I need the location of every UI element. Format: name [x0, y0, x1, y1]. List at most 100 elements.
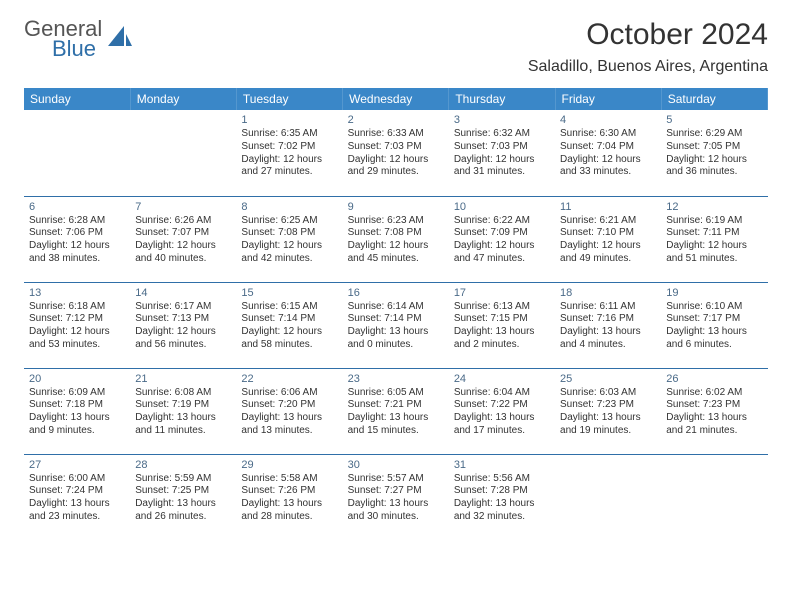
- sunrise-line: Sunrise: 6:23 AM: [348, 215, 444, 228]
- daylight-line: Daylight: 13 hours and 28 minutes.: [241, 498, 337, 524]
- day-number: 19: [666, 286, 762, 300]
- day-number: 3: [454, 113, 550, 127]
- sunset-line: Sunset: 7:24 PM: [29, 485, 125, 498]
- day-number: 20: [29, 372, 125, 386]
- calendar-cell: 12Sunrise: 6:19 AMSunset: 7:11 PMDayligh…: [661, 196, 767, 282]
- sunrise-line: Sunrise: 6:32 AM: [454, 128, 550, 141]
- day-number: 27: [29, 458, 125, 472]
- sunrise-line: Sunrise: 5:59 AM: [135, 473, 231, 486]
- calendar-cell: 24Sunrise: 6:04 AMSunset: 7:22 PMDayligh…: [449, 368, 555, 454]
- daylight-line: Daylight: 13 hours and 11 minutes.: [135, 412, 231, 438]
- calendar-row: 20Sunrise: 6:09 AMSunset: 7:18 PMDayligh…: [24, 368, 768, 454]
- calendar-cell: 18Sunrise: 6:11 AMSunset: 7:16 PMDayligh…: [555, 282, 661, 368]
- calendar-cell: 6Sunrise: 6:28 AMSunset: 7:06 PMDaylight…: [24, 196, 130, 282]
- sunset-line: Sunset: 7:09 PM: [454, 227, 550, 240]
- sunset-line: Sunset: 7:17 PM: [666, 313, 762, 326]
- sunrise-line: Sunrise: 6:21 AM: [560, 215, 656, 228]
- sunrise-line: Sunrise: 6:08 AM: [135, 387, 231, 400]
- day-number: 21: [135, 372, 231, 386]
- sunrise-line: Sunrise: 6:06 AM: [241, 387, 337, 400]
- daylight-line: Daylight: 13 hours and 15 minutes.: [348, 412, 444, 438]
- day-number: 23: [348, 372, 444, 386]
- sunrise-line: Sunrise: 6:13 AM: [454, 301, 550, 314]
- calendar-cell: 4Sunrise: 6:30 AMSunset: 7:04 PMDaylight…: [555, 110, 661, 196]
- sunset-line: Sunset: 7:27 PM: [348, 485, 444, 498]
- sunrise-line: Sunrise: 6:05 AM: [348, 387, 444, 400]
- calendar-cell-empty: [661, 454, 767, 540]
- sunrise-line: Sunrise: 6:18 AM: [29, 301, 125, 314]
- daylight-line: Daylight: 13 hours and 17 minutes.: [454, 412, 550, 438]
- calendar-cell: 3Sunrise: 6:32 AMSunset: 7:03 PMDaylight…: [449, 110, 555, 196]
- sunset-line: Sunset: 7:21 PM: [348, 399, 444, 412]
- day-number: 16: [348, 286, 444, 300]
- sunrise-line: Sunrise: 6:29 AM: [666, 128, 762, 141]
- day-number: 6: [29, 200, 125, 214]
- day-number: 13: [29, 286, 125, 300]
- day-number: 30: [348, 458, 444, 472]
- sunrise-line: Sunrise: 6:17 AM: [135, 301, 231, 314]
- sunset-line: Sunset: 7:22 PM: [454, 399, 550, 412]
- sunrise-line: Sunrise: 6:26 AM: [135, 215, 231, 228]
- location-subtitle: Saladillo, Buenos Aires, Argentina: [528, 58, 768, 76]
- day-number: 10: [454, 200, 550, 214]
- sunrise-line: Sunrise: 6:33 AM: [348, 128, 444, 141]
- sunset-line: Sunset: 7:08 PM: [241, 227, 337, 240]
- calendar-cell: 29Sunrise: 5:58 AMSunset: 7:26 PMDayligh…: [236, 454, 342, 540]
- sunrise-line: Sunrise: 5:58 AM: [241, 473, 337, 486]
- sunset-line: Sunset: 7:03 PM: [454, 141, 550, 154]
- logo: General Blue: [24, 18, 134, 60]
- daylight-line: Daylight: 13 hours and 4 minutes.: [560, 326, 656, 352]
- sunset-line: Sunset: 7:11 PM: [666, 227, 762, 240]
- daylight-line: Daylight: 12 hours and 42 minutes.: [241, 240, 337, 266]
- daylight-line: Daylight: 13 hours and 9 minutes.: [29, 412, 125, 438]
- day-number: 15: [241, 286, 337, 300]
- logo-text: General Blue: [24, 18, 102, 60]
- daylight-line: Daylight: 12 hours and 36 minutes.: [666, 154, 762, 180]
- calendar-cell: 22Sunrise: 6:06 AMSunset: 7:20 PMDayligh…: [236, 368, 342, 454]
- sunrise-line: Sunrise: 6:14 AM: [348, 301, 444, 314]
- daylight-line: Daylight: 13 hours and 26 minutes.: [135, 498, 231, 524]
- calendar-cell: 9Sunrise: 6:23 AMSunset: 7:08 PMDaylight…: [343, 196, 449, 282]
- calendar-cell: 23Sunrise: 6:05 AMSunset: 7:21 PMDayligh…: [343, 368, 449, 454]
- sunrise-line: Sunrise: 6:35 AM: [241, 128, 337, 141]
- sunset-line: Sunset: 7:16 PM: [560, 313, 656, 326]
- sunrise-line: Sunrise: 6:09 AM: [29, 387, 125, 400]
- day-number: 18: [560, 286, 656, 300]
- day-number: 12: [666, 200, 762, 214]
- day-header: Thursday: [449, 88, 555, 110]
- daylight-line: Daylight: 13 hours and 13 minutes.: [241, 412, 337, 438]
- daylight-line: Daylight: 13 hours and 30 minutes.: [348, 498, 444, 524]
- sunrise-line: Sunrise: 5:56 AM: [454, 473, 550, 486]
- day-header: Sunday: [24, 88, 130, 110]
- daylight-line: Daylight: 13 hours and 21 minutes.: [666, 412, 762, 438]
- calendar-cell: 13Sunrise: 6:18 AMSunset: 7:12 PMDayligh…: [24, 282, 130, 368]
- calendar-cell: 16Sunrise: 6:14 AMSunset: 7:14 PMDayligh…: [343, 282, 449, 368]
- sunrise-line: Sunrise: 6:28 AM: [29, 215, 125, 228]
- sunrise-line: Sunrise: 6:25 AM: [241, 215, 337, 228]
- daylight-line: Daylight: 13 hours and 32 minutes.: [454, 498, 550, 524]
- sunrise-line: Sunrise: 6:03 AM: [560, 387, 656, 400]
- sunrise-line: Sunrise: 6:04 AM: [454, 387, 550, 400]
- day-number: 29: [241, 458, 337, 472]
- calendar-row: 1Sunrise: 6:35 AMSunset: 7:02 PMDaylight…: [24, 110, 768, 196]
- calendar-cell: 26Sunrise: 6:02 AMSunset: 7:23 PMDayligh…: [661, 368, 767, 454]
- calendar-cell: 2Sunrise: 6:33 AMSunset: 7:03 PMDaylight…: [343, 110, 449, 196]
- sunset-line: Sunset: 7:28 PM: [454, 485, 550, 498]
- day-header: Saturday: [661, 88, 767, 110]
- calendar-cell: 14Sunrise: 6:17 AMSunset: 7:13 PMDayligh…: [130, 282, 236, 368]
- calendar-cell: 11Sunrise: 6:21 AMSunset: 7:10 PMDayligh…: [555, 196, 661, 282]
- daylight-line: Daylight: 12 hours and 49 minutes.: [560, 240, 656, 266]
- sunrise-line: Sunrise: 6:00 AM: [29, 473, 125, 486]
- calendar-head: SundayMondayTuesdayWednesdayThursdayFrid…: [24, 88, 768, 110]
- daylight-line: Daylight: 13 hours and 23 minutes.: [29, 498, 125, 524]
- calendar-cell-empty: [24, 110, 130, 196]
- sunrise-line: Sunrise: 5:57 AM: [348, 473, 444, 486]
- day-number: 5: [666, 113, 762, 127]
- title-block: October 2024 Saladillo, Buenos Aires, Ar…: [528, 18, 768, 76]
- sunset-line: Sunset: 7:23 PM: [560, 399, 656, 412]
- calendar-cell: 1Sunrise: 6:35 AMSunset: 7:02 PMDaylight…: [236, 110, 342, 196]
- daylight-line: Daylight: 13 hours and 0 minutes.: [348, 326, 444, 352]
- daylight-line: Daylight: 12 hours and 40 minutes.: [135, 240, 231, 266]
- calendar-cell: 30Sunrise: 5:57 AMSunset: 7:27 PMDayligh…: [343, 454, 449, 540]
- calendar-cell: 25Sunrise: 6:03 AMSunset: 7:23 PMDayligh…: [555, 368, 661, 454]
